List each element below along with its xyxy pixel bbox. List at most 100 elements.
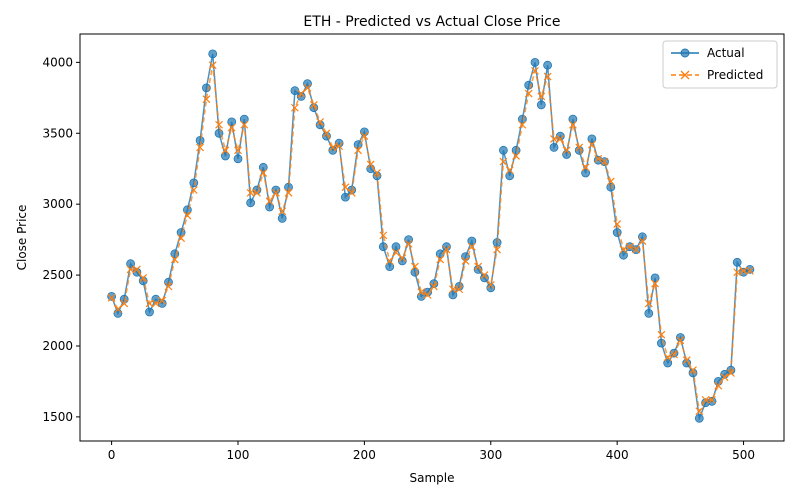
actual-point	[340, 192, 350, 202]
actual-point	[119, 294, 129, 304]
actual-point	[239, 114, 249, 124]
legend: Actual Predicted	[662, 40, 778, 89]
plot-frame	[79, 33, 785, 442]
actual-point	[303, 79, 312, 88]
actual-point	[745, 264, 755, 274]
predicted-point	[625, 242, 634, 251]
predicted-point	[676, 336, 685, 345]
predicted-point	[132, 265, 141, 274]
actual-point	[107, 291, 116, 301]
predicted-point	[562, 146, 571, 155]
predicted-point	[278, 207, 287, 216]
predicted-point	[335, 142, 344, 150]
actual-point	[530, 58, 540, 67]
predicted-point	[215, 120, 223, 129]
predicted-point	[587, 140, 596, 149]
predicted-point	[354, 146, 362, 155]
predicted-point	[436, 255, 445, 264]
plot-area	[107, 49, 755, 423]
y-tick-label: 1500	[42, 410, 73, 424]
predicted-point	[379, 231, 388, 240]
predicted-point	[158, 296, 167, 305]
y-tick-label: 2000	[42, 339, 73, 353]
predicted-point	[461, 256, 470, 265]
predicted-point	[733, 268, 742, 277]
actual-point	[265, 202, 275, 212]
predicted-point	[600, 157, 609, 166]
actual-point	[498, 145, 508, 155]
predicted-point	[708, 395, 716, 404]
actual-point	[606, 182, 616, 192]
x-axis: 0 100 200 300 400 500	[108, 441, 755, 462]
predicted-point	[284, 188, 293, 197]
actual-point	[638, 232, 647, 242]
predicted-point	[550, 135, 558, 143]
predicted-point	[366, 160, 375, 169]
predicted-point	[467, 242, 476, 251]
actual-point	[296, 92, 306, 101]
predicted-point	[556, 135, 565, 143]
predicted-point	[581, 163, 590, 172]
predicted-point	[644, 299, 653, 308]
predicted-point	[448, 285, 457, 294]
predicted-point	[259, 169, 268, 177]
predicted-point	[720, 373, 729, 382]
predicted-point	[632, 245, 641, 254]
actual-point	[543, 60, 552, 70]
predicted-point	[569, 120, 577, 129]
predicted-point	[240, 120, 249, 129]
predicted-point	[575, 143, 584, 152]
predicted-point	[537, 92, 546, 101]
actual-point	[277, 213, 287, 223]
predicted-point	[606, 177, 615, 186]
actual-point	[536, 100, 546, 110]
predicted-point	[682, 356, 691, 365]
predicted-point	[208, 61, 217, 70]
predicted-point	[120, 299, 129, 308]
predicted-point	[183, 211, 192, 220]
actual-point	[707, 396, 717, 406]
y-tick-label: 2500	[42, 268, 73, 282]
predicted-point	[234, 146, 242, 155]
predicted-point	[531, 66, 539, 75]
predicted-point	[423, 291, 432, 299]
actual-point	[694, 413, 704, 423]
actual-point	[227, 117, 237, 127]
predicted-point	[196, 143, 204, 152]
predicted-point	[360, 132, 369, 141]
predicted-point	[246, 188, 255, 197]
predicted-point	[170, 255, 179, 264]
predicted-point	[151, 299, 160, 308]
predicted-point	[189, 186, 198, 194]
chart-title: ETH - Predicted vs Actual Close Price	[303, 14, 560, 30]
x-tick-label: 300	[479, 448, 502, 462]
x-tick-label: 500	[732, 448, 755, 462]
predicted-point	[619, 245, 628, 254]
x-tick-label: 0	[108, 448, 116, 462]
predicted-point	[745, 266, 754, 275]
x-axis-title: Sample	[410, 471, 455, 485]
predicted-point	[651, 279, 660, 288]
predicted-point	[139, 273, 148, 282]
predicted-point	[177, 234, 186, 243]
predicted-point	[404, 239, 413, 248]
predicted-point	[297, 89, 306, 98]
predicted-point	[543, 72, 552, 81]
predicted-point	[518, 120, 527, 129]
predicted-point	[328, 143, 337, 152]
actual-point	[505, 171, 515, 181]
actual-point	[442, 242, 451, 252]
actual-point	[397, 256, 407, 266]
y-tick-label: 3000	[42, 197, 73, 211]
y-tick-label: 4000	[42, 55, 73, 69]
actual-point	[189, 178, 199, 188]
actual-point	[113, 308, 123, 318]
x-tick-label: 200	[353, 448, 376, 462]
y-axis: 1500 2000 2500 3000 3500 4000	[42, 55, 80, 424]
actual-point	[549, 142, 559, 152]
predicted-point	[486, 281, 495, 289]
predicted-point	[341, 183, 350, 192]
predicted-point	[347, 188, 356, 197]
y-axis-title: Close Price	[15, 205, 29, 271]
predicted-point	[726, 369, 735, 377]
